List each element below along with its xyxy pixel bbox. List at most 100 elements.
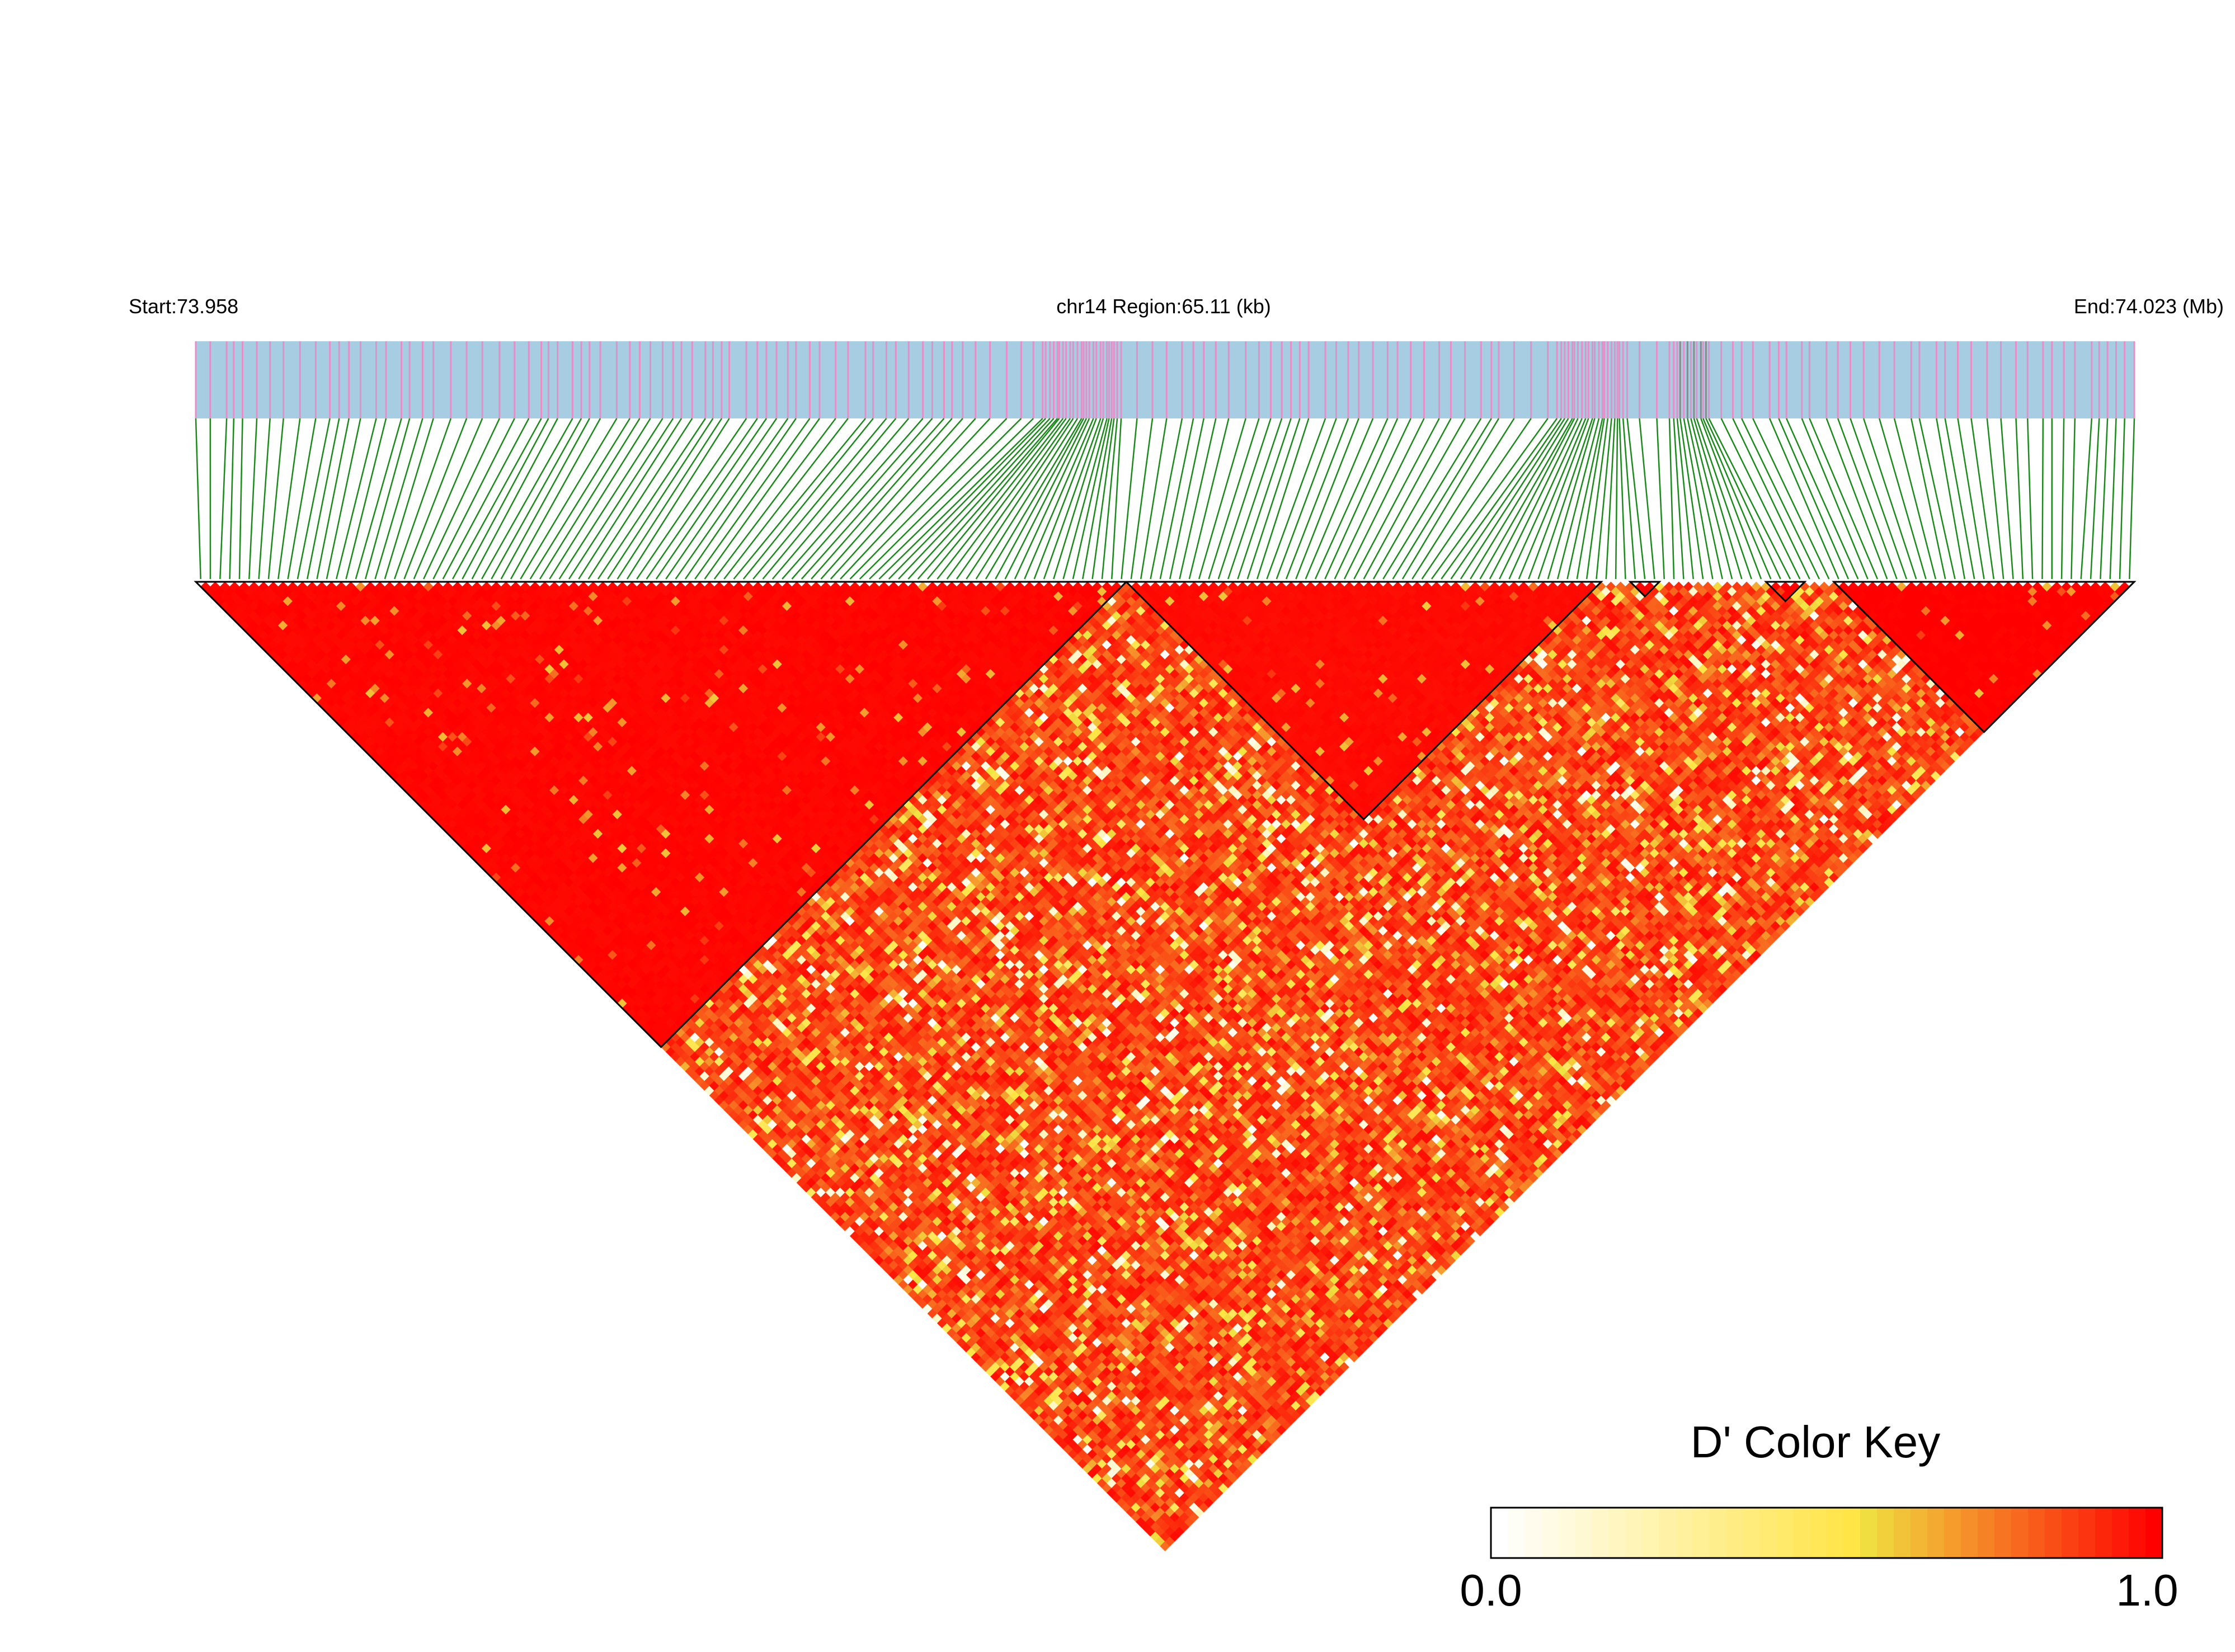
snp-connector xyxy=(1970,418,1995,580)
snp-connector xyxy=(1276,418,1337,580)
snp-connector xyxy=(1566,418,1603,580)
snp-connector xyxy=(840,418,991,580)
snp-connector xyxy=(1618,418,1626,580)
snp-connector xyxy=(539,418,641,580)
snp-connector xyxy=(277,418,301,580)
snp-connector xyxy=(1004,418,1088,580)
snp-connector xyxy=(1392,418,1492,580)
snp-connector xyxy=(801,418,945,580)
snp-connector xyxy=(694,418,811,580)
snp-connector xyxy=(491,418,582,580)
snp-connector xyxy=(423,418,500,580)
snp-connector xyxy=(684,418,797,580)
snp-connector xyxy=(888,418,1046,580)
snp-connector xyxy=(1720,418,1801,580)
snp-connector xyxy=(1801,418,1869,580)
snp-connector xyxy=(878,418,1043,580)
snp-connector xyxy=(384,418,434,580)
snp-connector xyxy=(1639,418,1655,580)
snp-connector xyxy=(403,418,468,580)
snp-connector xyxy=(626,418,730,580)
snp-connector xyxy=(937,418,1064,580)
snp-connector xyxy=(752,418,887,580)
snp-connector xyxy=(267,418,284,580)
snp-connector xyxy=(849,418,1008,580)
snp-connector xyxy=(723,418,849,580)
snp-connector xyxy=(1198,418,1246,580)
snp-connector xyxy=(1668,418,1675,580)
snp-connector xyxy=(665,418,778,580)
snp-connector xyxy=(587,418,693,580)
snp-connector xyxy=(771,418,910,580)
snp-connector xyxy=(820,418,963,580)
snp-position-track xyxy=(196,341,2134,418)
snp-connector xyxy=(442,418,530,580)
snp-connector xyxy=(520,418,618,580)
snp-connector xyxy=(1246,418,1301,580)
snp-connector xyxy=(1441,418,1558,580)
snp-connector xyxy=(393,418,452,580)
snp-connector xyxy=(1014,418,1090,580)
snp-connector xyxy=(1957,418,1985,580)
snp-connector xyxy=(355,418,402,580)
snp-connector xyxy=(2100,418,2109,580)
snp-connector xyxy=(2129,418,2135,580)
snp-connector xyxy=(307,418,340,580)
snp-connector xyxy=(1862,418,1917,580)
snp-connector xyxy=(1809,418,1879,580)
snp-connector xyxy=(1101,418,1118,580)
snp-connector xyxy=(1936,418,1966,580)
region-end-label: End:74.023 (Mb) xyxy=(2074,295,2224,318)
snp-connector xyxy=(549,418,651,580)
snp-connector xyxy=(1382,418,1482,580)
snp-connector xyxy=(452,418,542,580)
snp-connector xyxy=(1626,418,1646,580)
snp-connector xyxy=(985,418,1083,580)
snp-connector xyxy=(1499,418,1579,580)
snp-connector xyxy=(1431,418,1549,580)
snp-connector xyxy=(195,418,201,580)
snp-connector xyxy=(2015,418,2024,580)
snp-connector xyxy=(1693,418,1743,580)
snp-connector xyxy=(762,418,897,580)
snp-connector xyxy=(2119,418,2125,580)
snp-connector xyxy=(1450,418,1562,580)
snp-connector xyxy=(287,418,317,580)
snp-connector xyxy=(1237,418,1292,580)
snp-connector xyxy=(1363,418,1452,580)
snp-connector xyxy=(1334,418,1411,580)
snp-connector xyxy=(791,418,933,580)
snp-connector xyxy=(1256,418,1310,580)
snp-connector xyxy=(1605,418,1616,580)
snp-connector xyxy=(1768,418,1839,580)
snp-connector xyxy=(229,418,235,580)
snp-connector xyxy=(956,418,1071,580)
snp-connector xyxy=(1918,418,1956,580)
snp-connector xyxy=(1140,418,1168,580)
snp-connector xyxy=(2109,418,2117,580)
snp-connector xyxy=(1130,418,1154,580)
snp-connector xyxy=(1683,418,1714,580)
snp-connector xyxy=(1295,418,1359,580)
snp-connector xyxy=(326,418,361,580)
snp-connector xyxy=(297,418,331,580)
snp-connector xyxy=(1778,418,1850,580)
snp-connector xyxy=(1372,418,1466,580)
snp-connector xyxy=(1121,418,1138,580)
snp-connector xyxy=(1518,418,1587,580)
snp-connector xyxy=(1179,418,1217,580)
snp-connector xyxy=(1208,418,1260,580)
snp-connector xyxy=(1033,418,1097,580)
snp-connector xyxy=(1082,418,1113,580)
snp-connector xyxy=(335,418,377,580)
snp-connector xyxy=(1850,418,1908,580)
snp-connector xyxy=(529,418,630,580)
snp-connector xyxy=(258,418,271,580)
snp-connector xyxy=(578,418,683,580)
snp-connector xyxy=(1986,418,2005,580)
snp-connector xyxy=(1687,418,1723,580)
snp-connector xyxy=(1343,418,1425,580)
snp-connector xyxy=(1062,418,1108,580)
snp-connector xyxy=(1401,418,1500,580)
snp-ticks xyxy=(195,341,2135,418)
